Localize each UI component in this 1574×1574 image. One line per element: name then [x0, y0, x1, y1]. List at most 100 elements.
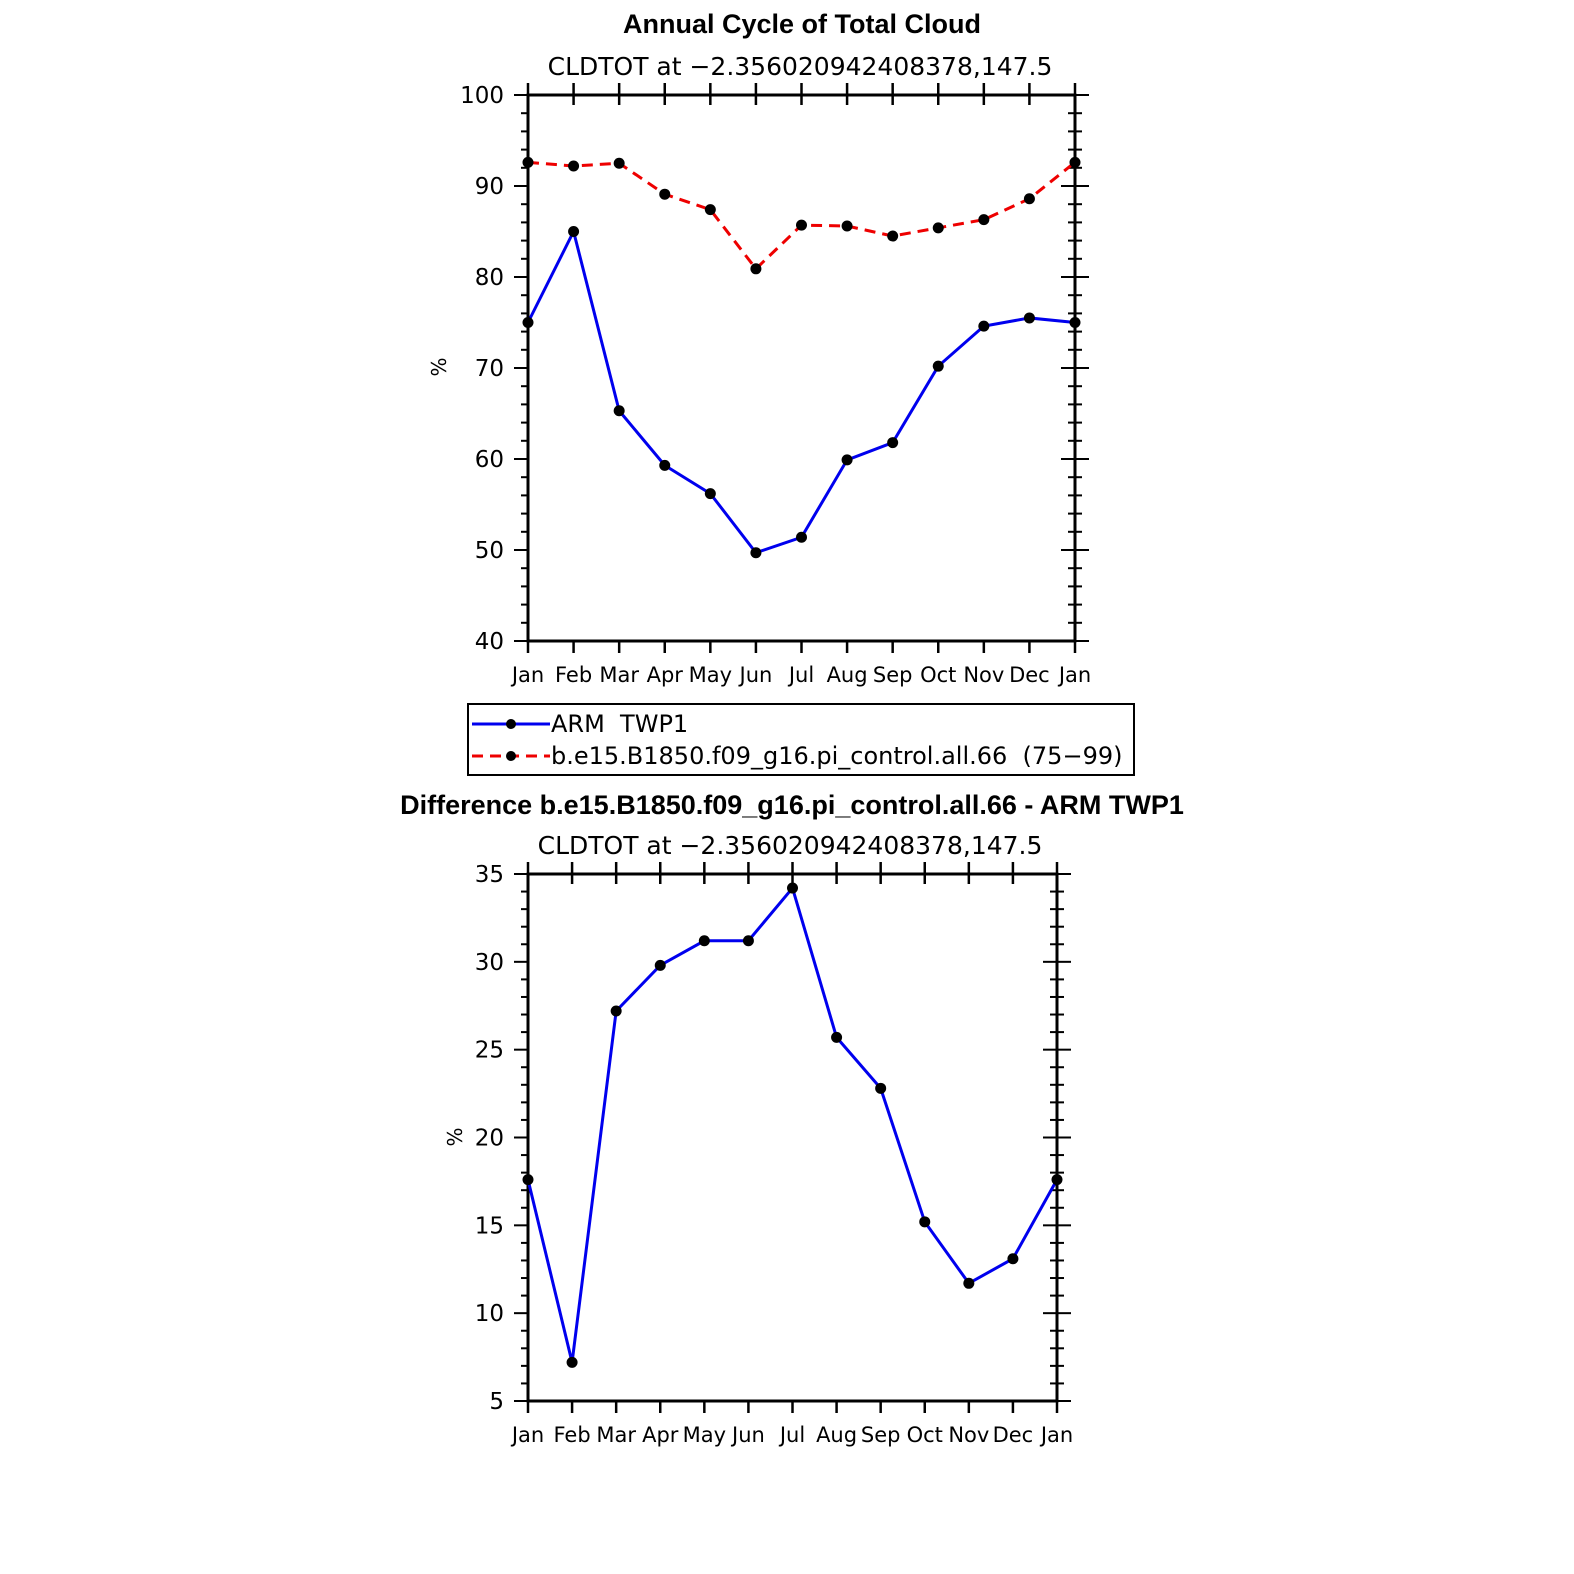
x-tick-label: Jan: [1039, 1423, 1073, 1447]
x-tick-label: Nov: [948, 1423, 989, 1447]
data-point: [659, 188, 671, 200]
y-tick-label: 10: [475, 1301, 504, 1327]
data-point: [613, 405, 625, 417]
y-axis-label: %: [443, 1127, 467, 1146]
data-point: [1069, 156, 1081, 168]
annual-cycle-chart: Annual Cycle of Total Cloud CLDTOT at −2…: [427, 9, 1091, 687]
y-tick-label: 20: [475, 1126, 504, 1152]
x-tick-label: May: [683, 1423, 726, 1447]
data-point: [1069, 317, 1081, 328]
series-line-0: [526, 884, 1059, 1363]
data-point: [932, 222, 944, 234]
x-tick-label: Jan: [1057, 663, 1091, 687]
data-point: [919, 1216, 931, 1228]
data-point: [978, 320, 990, 332]
legend-box: [467, 703, 1135, 776]
data-point: [568, 160, 580, 172]
legend-marker-model: [506, 751, 516, 761]
x-tick-label: Nov: [963, 663, 1004, 687]
plot-border: [526, 93, 1077, 643]
data-point: [610, 1005, 622, 1017]
x-tick-label: Jun: [738, 663, 773, 687]
legend-marker-arm: [506, 719, 516, 729]
y-tick-label: 5: [489, 1389, 504, 1415]
data-point: [742, 935, 754, 947]
data-point: [963, 1277, 975, 1289]
data-point: [887, 437, 899, 449]
data-point: [704, 204, 716, 216]
data-point: [750, 263, 762, 275]
x-tick-label: Apr: [642, 1423, 679, 1447]
x-tick-label: Apr: [647, 663, 684, 687]
legend: ARM TWP1 b.e15.B1850.f09_g16.pi_control.…: [467, 703, 1135, 776]
x-tick-label: Sep: [861, 1423, 901, 1447]
x-tick-label: Jun: [730, 1423, 765, 1447]
y-tick-label: 60: [475, 447, 504, 473]
data-point: [659, 459, 671, 471]
chart-title: Annual Cycle of Total Cloud: [623, 9, 981, 39]
data-point: [704, 488, 716, 500]
data-point: [1023, 312, 1035, 324]
x-tick-label: Sep: [873, 663, 913, 687]
y-tick-label: 50: [475, 538, 504, 564]
data-point: [796, 219, 807, 231]
x-tick-label: Oct: [920, 663, 956, 687]
x-tick-label: Feb: [553, 1423, 590, 1447]
plot-frame: Jan Feb Mar Apr May Jun Jul Aug Sep Oct Nov Dec Jan4…: [460, 83, 1091, 687]
data-point: [654, 959, 666, 971]
data-point: [875, 1082, 887, 1094]
x-tick-label: Feb: [555, 663, 592, 687]
data-point: [568, 226, 580, 237]
chart-title: Difference b.e15.B1850.f09_g16.pi_contro…: [400, 790, 1184, 820]
x-tick-label: Mar: [599, 663, 639, 687]
x-tick-label: Jan: [510, 663, 544, 687]
data-point: [1051, 1174, 1063, 1186]
x-tick-label: Mar: [596, 1423, 636, 1447]
x-tick-label: Aug: [827, 663, 868, 687]
y-tick-label: 90: [475, 174, 504, 200]
data-point: [841, 454, 853, 466]
y-tick-label: 30: [475, 950, 504, 976]
x-tick-label: Aug: [816, 1423, 857, 1447]
x-tick-label: Jan: [510, 1423, 544, 1447]
series-line-0: [526, 227, 1076, 555]
plot-frame: Jan Feb Mar Apr May Jun Jul Aug Sep Oct Nov Dec Jan5…: [475, 862, 1073, 1447]
data-point: [978, 214, 990, 226]
chart-subtitle: CLDTOT at −2.356020942408378,147.5: [548, 52, 1053, 81]
data-point: [566, 1356, 578, 1368]
y-tick-label: 35: [475, 862, 504, 888]
data-point: [796, 531, 807, 543]
data-point: [522, 1174, 534, 1186]
data-point: [887, 230, 899, 242]
plot-border: [526, 872, 1059, 1403]
data-point: [1007, 1253, 1019, 1265]
plot-marks: [522, 882, 1063, 1368]
y-tick-label: 100: [460, 83, 504, 109]
data-point: [831, 1031, 843, 1043]
legend-label-arm: ARM TWP1: [551, 710, 688, 738]
x-tick-label: Dec: [1009, 663, 1050, 687]
difference-chart: Difference b.e15.B1850.f09_g16.pi_contro…: [400, 790, 1184, 1447]
data-point: [1023, 193, 1035, 205]
data-point: [787, 882, 798, 894]
x-tick-label: Oct: [907, 1423, 943, 1447]
data-point: [932, 360, 944, 372]
y-tick-label: 80: [475, 265, 504, 291]
y-tick-label: 25: [475, 1038, 504, 1064]
data-point: [522, 156, 534, 168]
x-tick-label: Jul: [787, 663, 814, 687]
data-point: [841, 220, 853, 232]
data-point: [698, 935, 710, 947]
plot-marks: [522, 156, 1081, 559]
chart-subtitle: CLDTOT at −2.356020942408378,147.5: [538, 831, 1043, 860]
y-tick-label: 40: [475, 629, 504, 655]
x-tick-label: Dec: [993, 1423, 1034, 1447]
legend-label-model: b.e15.B1850.f09_g16.pi_control.all.66 (7…: [551, 742, 1122, 770]
y-tick-label: 15: [475, 1213, 504, 1239]
series-line-1: [527, 160, 1076, 272]
data-point: [613, 157, 625, 169]
x-tick-label: Jul: [778, 1423, 805, 1447]
data-point: [750, 547, 762, 559]
x-tick-label: May: [689, 663, 732, 687]
